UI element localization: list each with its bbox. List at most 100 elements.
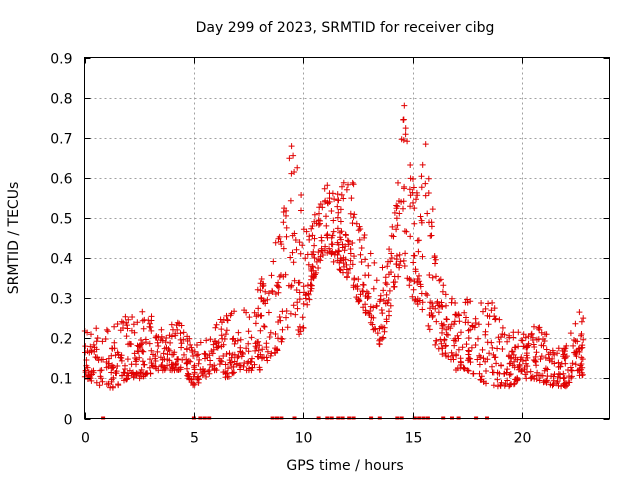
data-point	[217, 316, 224, 323]
data-point	[384, 263, 391, 270]
data-point	[311, 211, 318, 218]
data-point	[356, 236, 363, 243]
data-point	[335, 209, 342, 216]
data-point	[115, 351, 122, 358]
data-point	[88, 377, 95, 384]
data-point	[418, 219, 425, 226]
data-point	[139, 347, 145, 354]
data-point	[160, 350, 167, 357]
data-point	[554, 379, 560, 386]
data-point	[111, 345, 118, 352]
data-point	[337, 206, 344, 213]
data-point	[272, 239, 279, 246]
data-point	[407, 162, 414, 168]
data-point	[365, 262, 372, 269]
data-point	[442, 350, 449, 357]
data-point	[244, 360, 251, 367]
data-point	[334, 225, 341, 232]
data-point	[418, 184, 425, 191]
data-point	[391, 283, 398, 290]
data-point	[220, 341, 227, 348]
data-point	[511, 358, 518, 365]
data-point	[447, 325, 454, 332]
data-point	[413, 189, 420, 196]
data-point	[229, 370, 236, 377]
data-point	[337, 267, 344, 274]
data-point	[114, 321, 121, 327]
y-tick-label: 0.3	[50, 292, 72, 308]
data-point	[432, 260, 438, 267]
data-point	[410, 286, 417, 293]
data-point	[307, 281, 314, 288]
data-point	[367, 308, 374, 314]
data-point	[400, 205, 406, 212]
data-point	[561, 348, 568, 355]
y-tick-label: 0.9	[50, 52, 72, 68]
data-point	[407, 277, 414, 284]
x-tick-label: 20	[514, 431, 532, 447]
data-point	[415, 248, 422, 255]
data-point	[443, 316, 450, 323]
data-point	[302, 255, 309, 262]
data-point	[484, 356, 491, 363]
data-point	[298, 207, 304, 214]
data-point	[492, 354, 499, 361]
data-point	[259, 346, 266, 353]
data-point	[311, 255, 318, 261]
data-point	[302, 292, 309, 299]
data-point	[157, 337, 164, 343]
data-point	[529, 337, 536, 343]
data-point	[224, 317, 231, 324]
data-point	[323, 232, 330, 239]
data-point	[177, 330, 184, 337]
data-point	[174, 356, 181, 363]
data-point	[508, 381, 515, 388]
data-point	[449, 352, 456, 359]
data-point	[126, 367, 133, 374]
data-point	[515, 343, 522, 350]
data-point	[506, 332, 513, 339]
data-point	[578, 318, 585, 325]
data-point	[103, 381, 110, 388]
data-point	[262, 300, 269, 307]
data-point	[511, 344, 518, 351]
data-point	[97, 367, 104, 374]
data-point	[383, 316, 390, 323]
data-point	[578, 354, 585, 361]
data-point	[177, 336, 184, 343]
data-point	[203, 337, 210, 344]
data-point	[438, 340, 445, 347]
data-point	[371, 325, 378, 332]
data-point	[507, 381, 513, 388]
data-point	[349, 220, 356, 227]
data-point	[562, 360, 569, 367]
data-point	[480, 355, 487, 362]
data-point	[196, 356, 203, 363]
data-point	[130, 369, 136, 376]
data-point	[330, 258, 337, 265]
data-point	[383, 281, 390, 288]
data-point	[276, 284, 282, 291]
data-point	[261, 323, 268, 330]
data-point	[354, 286, 361, 292]
data-point	[476, 352, 483, 359]
data-point	[488, 307, 495, 314]
data-point	[152, 334, 159, 341]
data-point	[410, 176, 416, 182]
y-axis-label: SRMTID / TECUs	[6, 182, 22, 295]
data-point	[406, 282, 413, 289]
data-point	[511, 364, 518, 371]
data-point	[85, 372, 92, 379]
data-point	[185, 370, 191, 377]
data-point	[241, 307, 248, 314]
data-point	[276, 233, 283, 240]
data-point	[328, 208, 335, 214]
data-point	[465, 319, 472, 326]
data-point	[180, 329, 187, 336]
data-point	[211, 362, 218, 369]
data-point	[544, 366, 551, 373]
data-point	[167, 339, 174, 346]
data-point	[414, 301, 421, 308]
data-point	[330, 217, 337, 224]
data-point	[489, 344, 496, 351]
